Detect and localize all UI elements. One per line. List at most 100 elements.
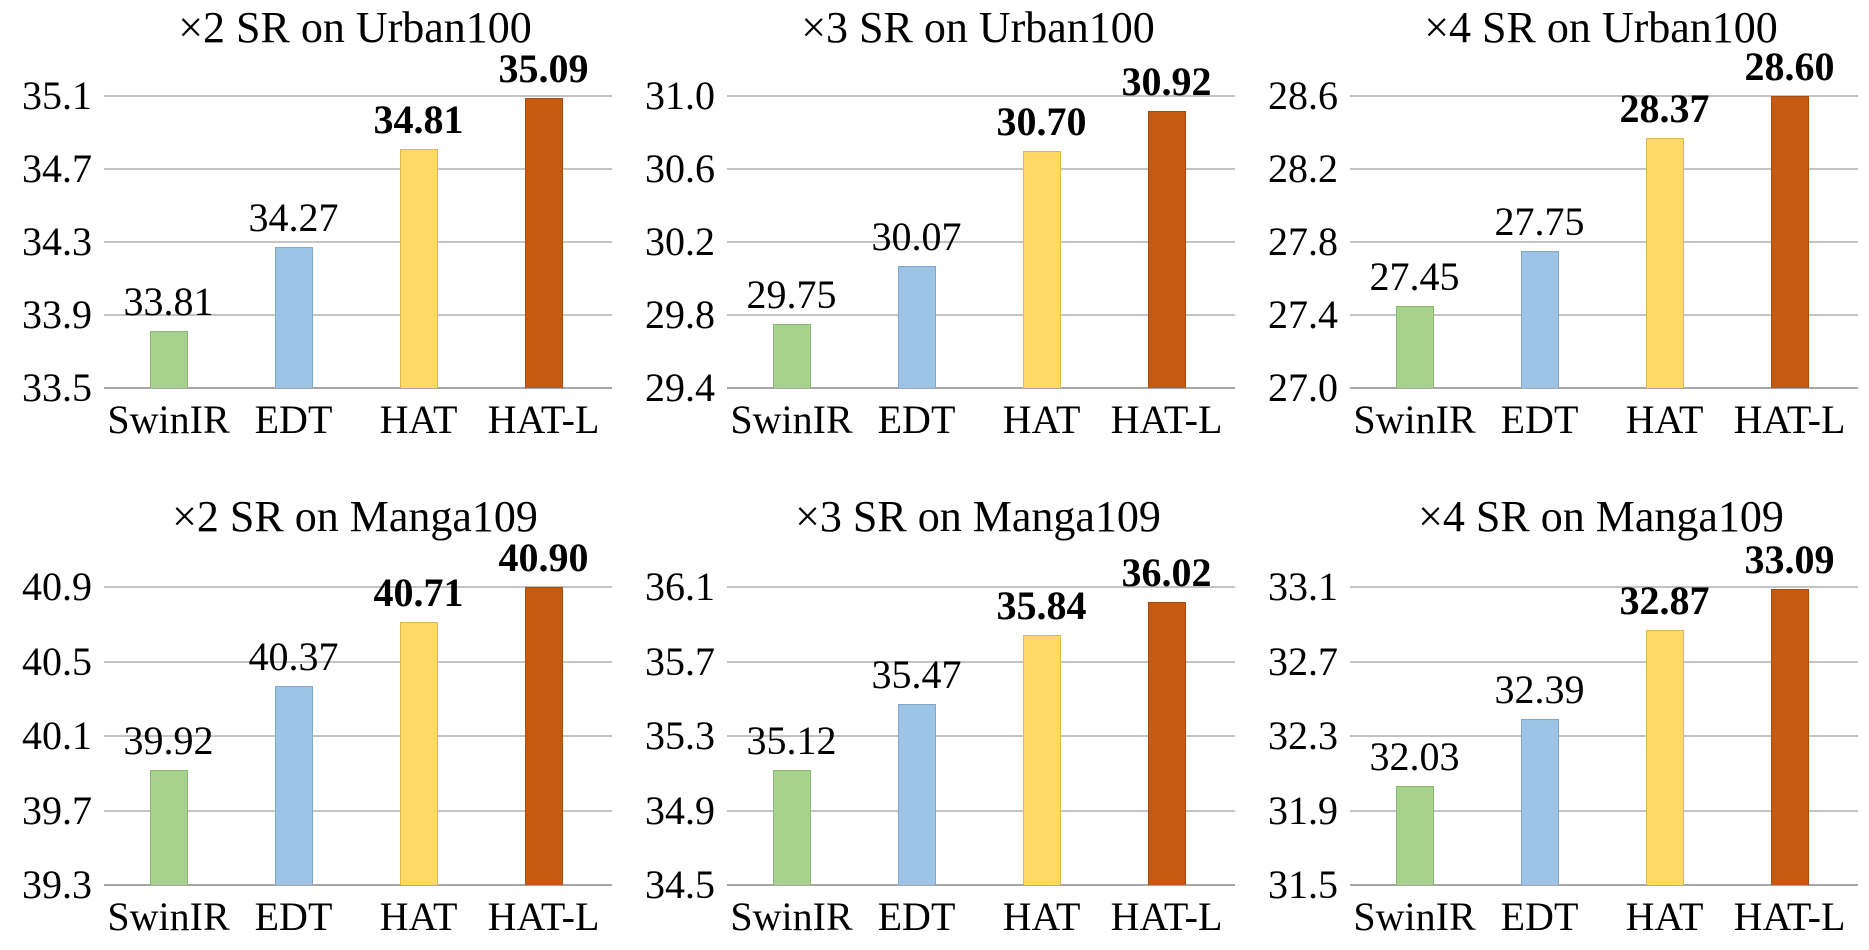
bar-edt [1520,251,1559,388]
bar-value-label: 33.81 [123,279,214,325]
x-axis-category-label: HAT-L [1733,894,1846,939]
bar-hat-l [1147,110,1186,388]
bar-hat-l [1770,588,1809,885]
gridline [104,314,612,316]
y-axis-tick-label: 28.6 [1268,73,1338,118]
y-axis-tick-label: 32.7 [1268,638,1338,684]
bar-hat [1645,137,1684,388]
y-axis-tick-label: 28.2 [1268,146,1338,191]
plot-area: 33.1 32.7 32.3 31.9 31.5 SwinIR EDT HAT HAT-L 3… [1268,539,1858,937]
x-axis-category-label: EDT [254,894,333,939]
gridline [104,660,612,663]
chart-title: ×2 SR on Manga109 [172,492,538,541]
gridline [727,314,1235,316]
y-axis-tick-label: 33.1 [1268,564,1338,609]
y-axis-tick-label: 34.9 [645,787,715,833]
y-axis-tick-label: 35.1 [22,73,92,118]
gridline [1350,586,1858,588]
bar-value-label: 30.92 [1121,58,1212,104]
gridline [727,660,1235,663]
y-axis-tick-label: 36.1 [645,564,715,609]
bar-edt [274,247,313,388]
gridline [727,95,1235,97]
bar-swinir [772,324,811,388]
chart-title: ×3 SR on Urban100 [801,3,1155,52]
x-axis: SwinIR EDT HAT HAT-L [1352,885,1852,941]
bar-value-label: 30.70 [996,98,1087,144]
bar-edt [897,704,936,885]
y-axis-tick-label: 31.5 [1268,862,1338,907]
bar-chart: ×3 SR on Urban100 31.0 30.6 30.2 29.8 29.4 S… [623,0,1246,475]
x-axis-category-label: HAT-L [487,397,600,442]
plot-area: 35.1 34.7 34.3 33.9 33.5 SwinIR EDT HAT HAT-L 3… [22,48,612,440]
x-axis-line [1350,387,1858,389]
x-axis-category-label: SwinIR [730,397,853,442]
x-axis: SwinIR EDT HAT HAT-L [729,885,1229,941]
y-axis-tick-label: 27.8 [1268,219,1338,264]
y-axis-tick-label: 40.9 [22,564,92,609]
bar-hat [1645,629,1684,885]
y-axis-tick-label: 40.5 [22,638,92,684]
y-axis-tick-label: 30.6 [645,146,715,191]
x-axis: SwinIR EDT HAT HAT-L [729,388,1229,444]
gridline [104,586,612,588]
gridline [727,168,1235,170]
gridline [1350,314,1858,316]
y-axis-tick-label: 29.4 [645,365,715,410]
gridline [727,586,1235,588]
x-axis-category-label: EDT [1500,397,1579,442]
bar-value-label: 39.92 [123,717,214,763]
y-axis-tick-label: 33.9 [22,292,92,337]
x-axis-category-label: HAT-L [487,894,600,939]
y-axis-tick-label: 34.7 [22,146,92,191]
x-axis-category-label: HAT-L [1110,397,1223,442]
x-axis-line [104,884,612,886]
gridline [104,735,612,737]
chart-title: ×4 SR on Urban100 [1424,3,1778,52]
bar-value-label: 35.12 [746,717,837,763]
x-axis: SwinIR EDT HAT HAT-L [1352,388,1852,444]
bar-value-label: 30.07 [871,213,962,259]
gridline [1350,809,1858,812]
bar-value-label: 34.81 [373,96,464,142]
y-axis: 36.1 35.7 35.3 34.9 34.5 [623,567,715,905]
plot-area: 31.0 30.6 30.2 29.8 29.4 SwinIR EDT HAT HAT-L 2… [645,61,1235,440]
bar-hat-l [1147,601,1186,885]
y-axis-tick-label: 39.3 [22,862,92,907]
y-axis-tick-label: 35.7 [645,638,715,684]
y-axis-tick-label: 34.3 [22,219,92,264]
x-axis-category-label: HAT-L [1110,894,1223,939]
plot-area: 36.1 35.7 35.3 34.9 34.5 SwinIR EDT HAT HAT-L 3… [645,552,1235,937]
bar-value-label: 40.37 [248,633,339,679]
y-axis-tick-label: 30.2 [645,219,715,264]
bar-hat-l [524,587,563,885]
gridline [104,809,612,812]
bar-hat-l [524,97,563,388]
x-axis-line [1350,884,1858,886]
x-axis-category-label: HAT [1625,894,1704,939]
bar-swinir [1395,786,1434,885]
bar-value-label: 27.75 [1494,199,1585,245]
bar-chart: ×2 SR on Urban100 35.1 34.7 34.3 33.9 33.5 S… [0,0,623,475]
x-axis-category-label: SwinIR [730,894,853,939]
x-axis-line [727,387,1235,389]
y-axis-tick-label: 27.0 [1268,365,1338,410]
bar-hat [1022,635,1061,885]
bar-swinir [149,769,188,885]
y-axis: 28.6 28.2 27.8 27.4 27.0 [1246,76,1338,408]
gridline [1350,168,1858,170]
bar-swinir [772,769,811,885]
bar-value-label: 32.03 [1369,734,1460,780]
bar-value-label: 27.45 [1369,253,1460,299]
x-axis: SwinIR EDT HAT HAT-L [106,885,606,941]
x-axis-category-label: HAT [379,397,458,442]
bar-hat-l [1770,96,1809,388]
y-axis: 40.9 40.5 40.1 39.7 39.3 [0,567,92,905]
bar-value-label: 28.60 [1744,44,1835,89]
bar-value-label: 34.27 [248,195,339,241]
bar-swinir [1395,305,1434,388]
x-axis-category-label: SwinIR [1353,894,1476,939]
bar-value-label: 40.71 [373,570,464,616]
gridline [1350,660,1858,663]
